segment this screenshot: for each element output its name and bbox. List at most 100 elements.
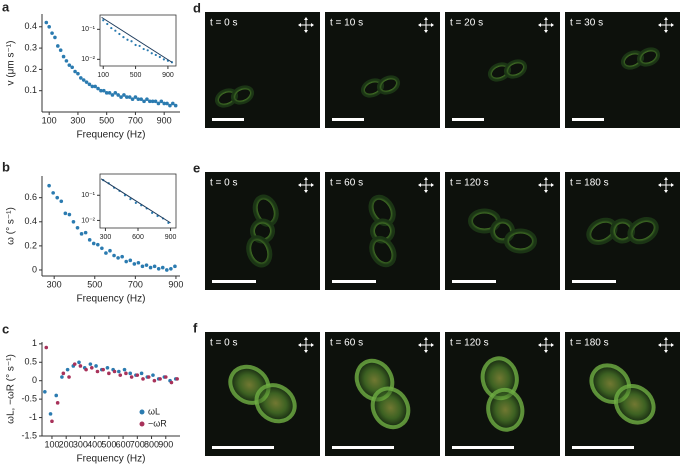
data-point [55,401,60,405]
data-point [146,49,149,52]
icon-arrowhead [544,177,548,180]
scale-bar [572,280,616,283]
icon-arrowhead [551,343,554,347]
icon-arrowhead [664,30,668,33]
polarizer-icon [298,177,314,193]
particle [620,47,661,70]
data-point [94,364,98,368]
data-point [67,375,71,379]
icon-arrowhead [311,343,314,347]
icon-arrowhead [418,343,421,347]
data-point [116,256,120,260]
y-tick-label: 1 [32,338,37,348]
data-point [128,371,133,376]
particle-lobe [370,386,411,430]
data-point [105,366,110,370]
icon-arrowhead [418,23,421,27]
particle-lobe [230,85,255,105]
polarizer-icon [538,177,554,193]
scale-bar [332,118,364,121]
scale-bar [332,280,376,283]
y-axis-label: ωL, −ωR (° s⁻¹) [6,354,17,424]
icon-arrowhead [431,343,434,347]
icon-arrowhead [424,30,428,33]
data-point [145,97,149,102]
x-tick-label: 500 [101,439,116,449]
y-tick-label: 0.1 [24,85,37,95]
icon-arrowhead [544,30,548,33]
data-point [104,91,109,95]
panel-letter: e [193,160,200,175]
data-point [132,262,137,266]
data-point [173,103,178,108]
icon-arrowhead [304,337,308,340]
x-tick-label: 300 [100,234,112,241]
particle [487,59,528,82]
icon-arrowhead [311,23,314,27]
particle [586,217,659,245]
data-point [173,264,177,269]
x-tick-label: 900 [158,439,173,449]
micrograph [445,12,560,128]
data-point [130,97,135,102]
data-point [112,253,116,258]
data-point [122,36,125,39]
data-point [156,266,161,271]
icon-arrowhead [298,343,301,347]
icon-arrowhead [664,190,668,193]
data-point [151,211,154,214]
data-point [65,367,70,372]
data-point [134,201,137,204]
data-point [138,44,141,48]
icon-arrowhead [424,177,428,180]
data-point [76,71,80,76]
data-point [59,199,64,204]
data-point [135,373,140,377]
data-point [134,43,137,47]
particle [360,75,401,98]
particle [246,194,279,268]
data-point [122,367,127,372]
icon-arrowhead [424,350,428,353]
data-point [44,20,49,25]
data-point [140,264,145,269]
data-point [158,377,162,381]
data-point [142,47,145,51]
polarizer-icon [418,337,434,353]
particle-lobe [504,228,537,254]
scale-bar [452,280,496,283]
data-point [84,80,89,84]
micrograph [565,12,680,128]
y-tick-label: 10⁻¹ [81,26,95,33]
time-label: t = 180 s [570,338,609,349]
x-tick-label: 700 [130,439,145,449]
x-tick-label: 300 [73,439,88,449]
polarizer-icon [658,337,674,353]
data-point [77,360,81,365]
data-point [75,226,80,230]
data-point [112,369,117,374]
data-point [47,183,51,188]
y-tick-label: -1 [29,412,37,422]
polarizer-icon [538,17,554,33]
data-point [175,377,179,381]
icon-arrowhead [304,350,308,353]
legend-label: ωL [148,406,160,416]
polarizer-icon [298,17,314,33]
x-tick-label: 300 [47,279,62,289]
time-label: t = 120 s [450,178,489,189]
scale-bar [452,446,514,449]
data-point [171,101,175,106]
data-point [153,99,158,104]
polarizer-icon [658,177,674,193]
particle [589,363,656,425]
fit-line [100,178,171,224]
data-point [129,375,134,379]
x-tick-label: 300 [70,115,85,125]
data-point [95,369,100,374]
data-point [120,254,124,259]
data-point [117,369,121,374]
icon-arrowhead [671,343,674,347]
data-point [88,362,93,366]
particle [480,356,525,432]
